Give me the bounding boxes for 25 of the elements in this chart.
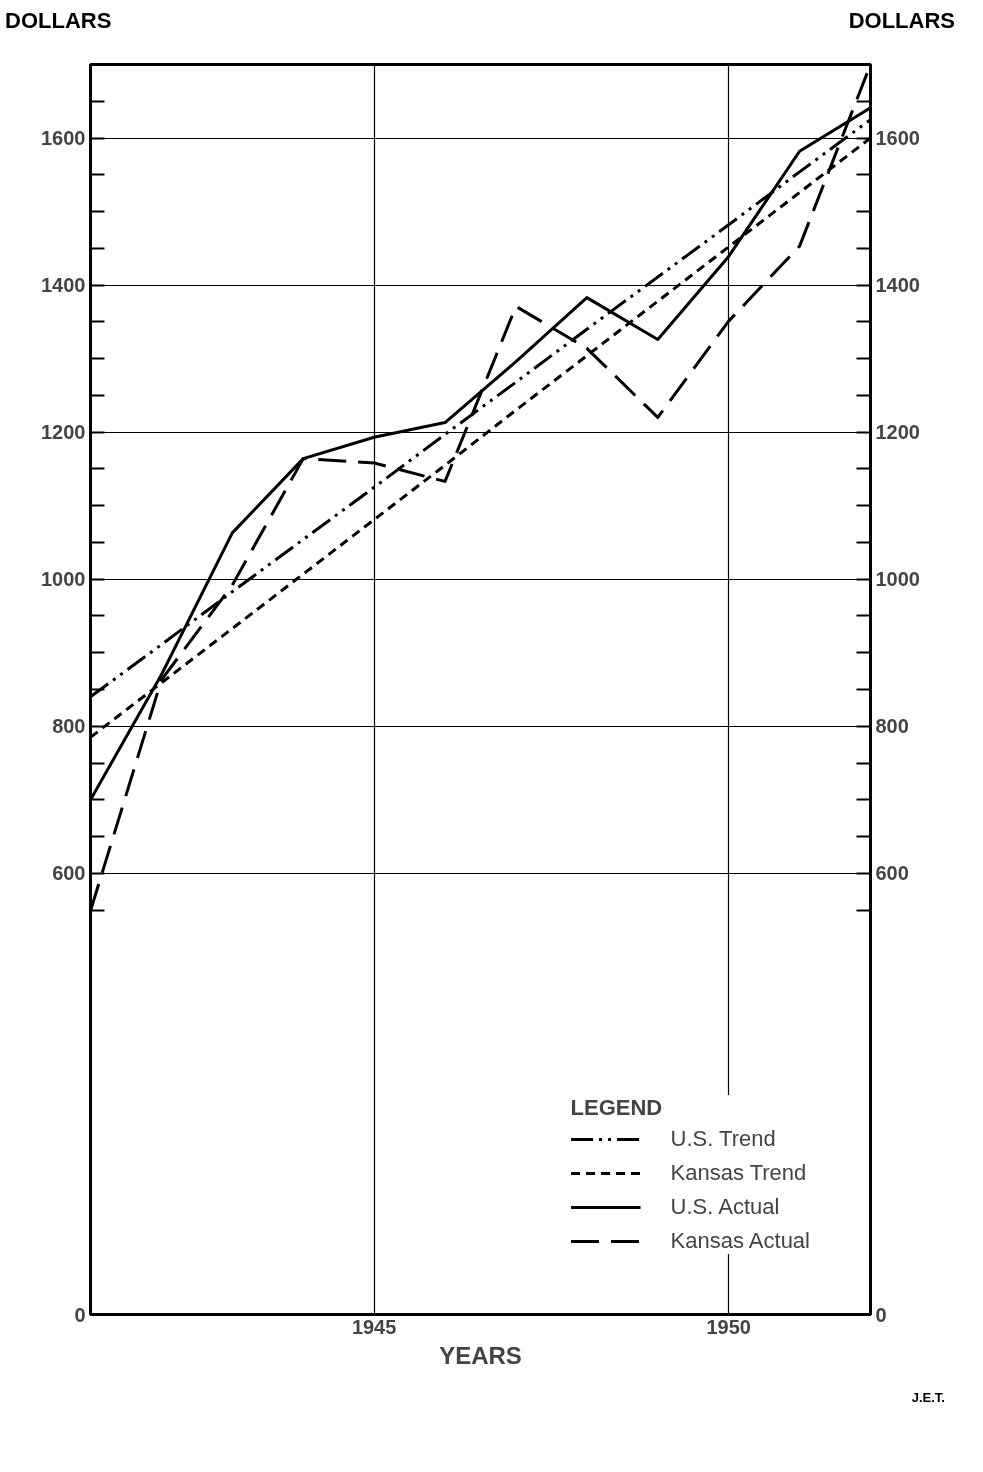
y2-tick-label: 600 <box>875 862 909 885</box>
legend-label: Kansas Trend <box>670 1160 807 1186</box>
y2-tick-label: 800 <box>875 715 909 738</box>
y2-tick-label: 0 <box>875 1303 887 1326</box>
y-tick-label: 1600 <box>41 127 86 150</box>
x-tick-label: 1950 <box>706 1315 751 1338</box>
y2-tick-label: 1200 <box>875 421 920 444</box>
y2-tick-label: 1400 <box>875 274 920 297</box>
legend-label: U.S. Trend <box>670 1126 776 1152</box>
legend-label: Kansas Actual <box>670 1228 810 1254</box>
y-tick-label: 600 <box>52 862 86 885</box>
y-tick-label: 0 <box>74 1303 86 1326</box>
x-tick-label: 1945 <box>351 1315 397 1338</box>
y-axis-title: DOLLARS <box>5 7 112 35</box>
x-axis-title: YEARS <box>439 1341 522 1369</box>
legend-title: LEGEND <box>570 1095 664 1121</box>
y-tick-label: 1200 <box>41 421 86 444</box>
text: J.E.T. <box>911 1389 945 1407</box>
y-tick-label: 1400 <box>41 274 86 297</box>
y2-tick-label: 1600 <box>875 127 920 150</box>
y2-axis-title: DOLLARS <box>848 7 955 35</box>
y-tick-label: 1000 <box>41 568 86 591</box>
y2-tick-label: 1000 <box>875 568 920 591</box>
legend-label: U.S. Actual <box>670 1194 780 1220</box>
y-tick-label: 800 <box>52 715 86 738</box>
